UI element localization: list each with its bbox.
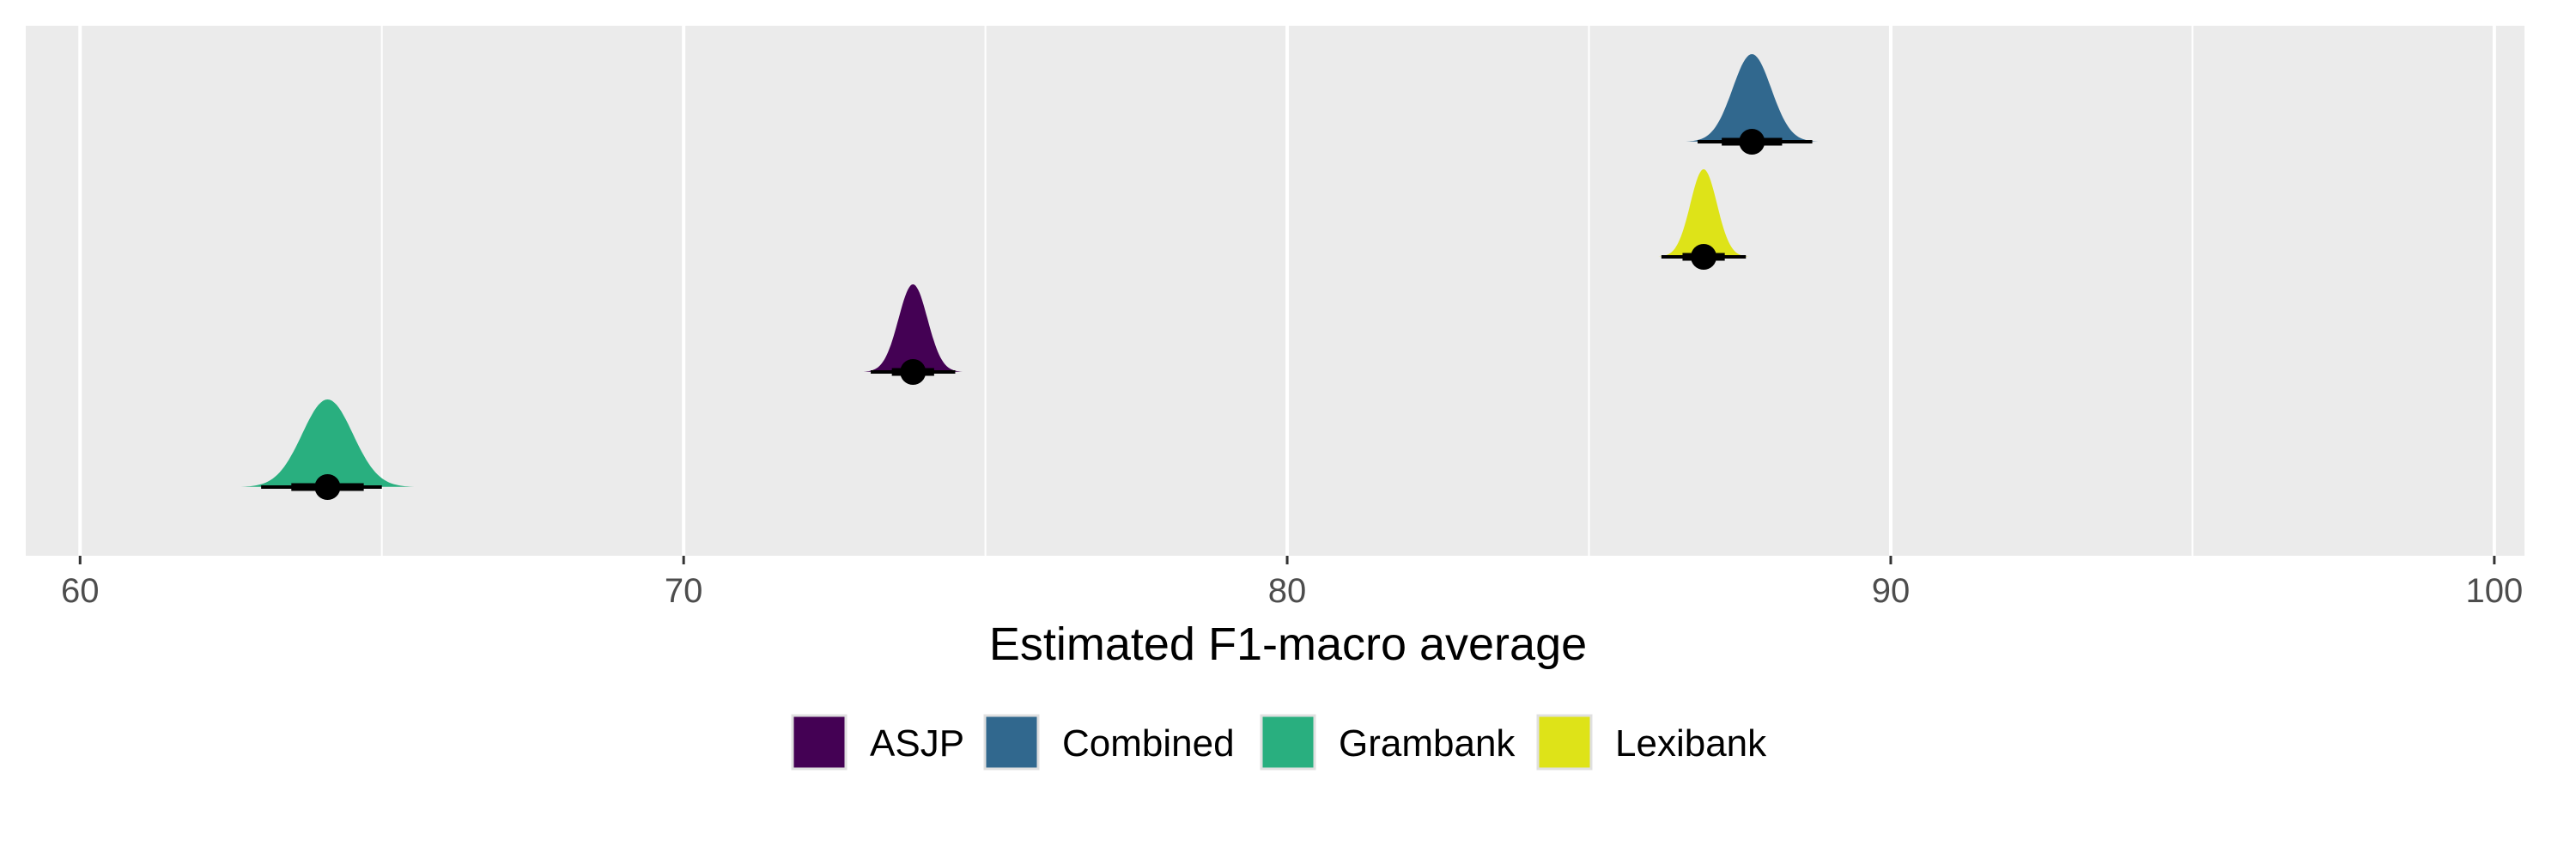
legend-label-grambank: Grambank — [1339, 722, 1516, 765]
x-axis-ticks: 60 70 80 90 100 — [61, 556, 2523, 610]
x-tick-label: 90 — [1872, 572, 1911, 610]
density-shapes — [236, 54, 1822, 487]
legend: ASJP Combined Grambank Lexibank — [791, 714, 1767, 771]
legend-label-asjp: ASJP — [870, 722, 964, 765]
density-combined — [1682, 54, 1822, 142]
plot-panel — [26, 26, 2524, 556]
density-lexibank — [1656, 169, 1752, 257]
legend-label-combined: Combined — [1062, 722, 1235, 765]
interval-marks — [261, 129, 1813, 500]
minor-gridlines — [380, 26, 2194, 556]
x-tick-label: 60 — [61, 572, 100, 610]
x-tick-label: 80 — [1268, 572, 1307, 610]
density-asjp — [860, 284, 965, 372]
x-axis-title: Estimated F1-macro average — [989, 618, 1587, 670]
legend-key-lexibank — [1536, 714, 1593, 771]
median-point-lexibank — [1691, 244, 1717, 270]
density-grambank — [236, 399, 419, 487]
x-tick-label: 100 — [2465, 572, 2523, 610]
legend-key-combined — [983, 714, 1040, 771]
legend-key-grambank — [1260, 714, 1316, 771]
major-gridlines — [78, 26, 2496, 556]
legend-key-asjp — [791, 714, 848, 771]
median-point-combined — [1739, 129, 1765, 155]
median-point-grambank — [314, 474, 341, 500]
legend-label-lexibank: Lexibank — [1615, 722, 1767, 765]
x-tick-label: 70 — [665, 572, 703, 610]
median-point-asjp — [900, 359, 927, 385]
